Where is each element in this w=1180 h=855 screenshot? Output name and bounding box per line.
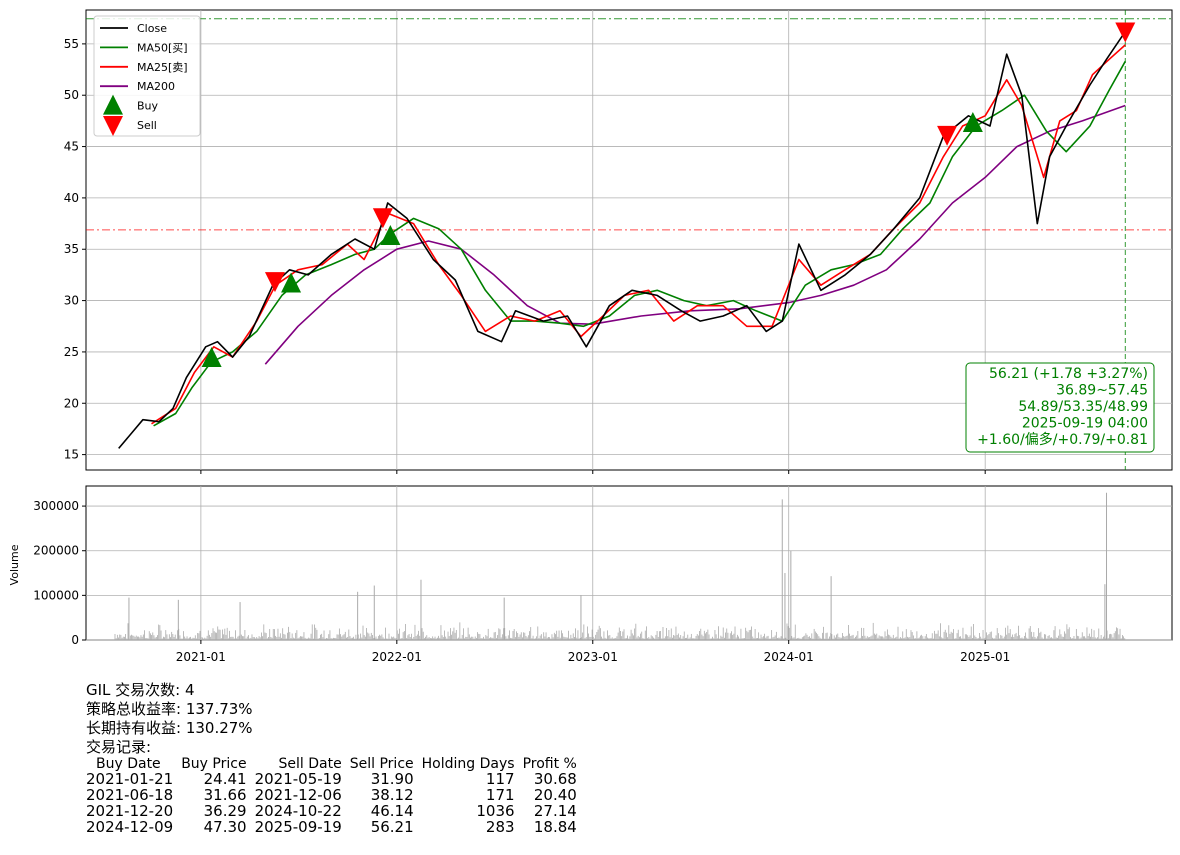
trade-cell: 30.68 [533,770,577,788]
x-tick-label: 2022-01 [372,650,422,664]
trade-cell: 27.14 [533,802,577,820]
volume-y-tick-label: 200000 [33,544,79,558]
figure: 15 20 25 30 35 40 45 50 55 Close MA50[买] MA25[卖] MA… [8,9,1173,664]
x-tick-label: 2023-01 [568,650,618,664]
price-y-tick-label: 25 [64,345,79,359]
info-box-line: 36.89~57.45 [1056,383,1148,399]
legend-swatch-buy [103,94,123,115]
legend-label: Close [137,22,167,35]
trade-cell: 2021-01-21 [86,770,174,788]
sell-marker [264,272,285,293]
trade-cell: 2021-12-06 [254,786,342,804]
report-title: GIL 交易次数: 4 [86,681,195,699]
price-y-tick-label: 15 [64,448,79,462]
sell-marker [937,125,958,146]
trade-cell: 47.30 [203,818,247,836]
x-tick-label: 2025-01 [960,650,1010,664]
buy-marker [201,346,222,367]
sell-marker [372,208,393,229]
trade-column-header: Buy Date [96,756,161,772]
legend-label: Sell [137,119,157,132]
buy-marker [962,111,983,132]
trade-column-header: Sell Date [278,756,342,772]
trade-column-header: Sell Price [349,756,414,772]
legend-label: MA25[卖] [137,61,188,74]
trade-report: GIL 交易次数: 4 策略总收益率: 137.73% 长期持有收益: 130.… [86,681,577,835]
buy-marker [380,224,401,245]
price-y-tick-label: 45 [64,140,79,154]
trade-table-header: Buy Date Buy Price Sell Date Sell Price Hold… [86,757,577,771]
price-y-tick-label: 40 [64,191,79,205]
price-y-tick-label: 50 [64,88,79,102]
trade-cell: 36.29 [203,802,247,820]
trade-cell: 56.21 [370,818,414,836]
trade-column-header: Profit % [522,756,577,772]
trade-cell: 24.41 [203,770,247,788]
legend-box [93,15,201,137]
info-box-line: +1.60/偏多/+0.79/+0.81 [977,431,1148,448]
info-box-line: 56.21 (+1.78 +3.27%) [989,366,1148,382]
report-records-label: 交易记录: [86,738,152,756]
trade-cell: 2021-12-20 [86,802,174,820]
legend-label: MA50[买] [137,41,188,54]
volume-y-tick-label: 300000 [33,499,79,513]
trade-row: 2021-06-18 31.66 2021-12-06 38.12 171 20.40 [86,787,577,803]
price-y-tick-label: 30 [64,294,79,308]
info-box: 56.21 (+1.78 +3.27%)36.89~57.4554.89/53.… [965,362,1155,453]
trade-cell: 2024-10-22 [254,802,342,820]
sell-marker [1115,22,1136,43]
trade-cell: 18.84 [533,818,577,836]
x-tick-label: 2021-01 [176,650,226,664]
legend-swatch-sell [103,116,123,136]
legend: Close MA50[买] MA25[卖] MA200 Buy Sell [93,15,201,137]
trade-cell: 20.40 [533,786,577,804]
legend-label: MA200 [137,80,175,93]
info-box-line: 54.89/53.35/48.99 [1018,399,1148,415]
trade-cell: 31.66 [203,786,247,804]
trade-cell: 2025-09-19 [254,818,342,836]
trade-column-header: Holding Days [421,756,515,772]
legend-label: Buy [137,100,159,113]
volume-panel: 0 100000 200000 300000 Volume [8,485,1173,647]
series-line-close [118,31,1126,449]
report-hold-return: 长期持有收益: 130.27% [86,719,253,737]
trade-row: 2024-12-09 47.30 2025-09-19 56.21 283 18.84 [86,819,577,835]
price-y-tick-label: 55 [64,37,79,51]
trade-row: 2021-01-21 24.41 2021-05-19 31.90 117 30.68 [86,771,577,787]
volume-y-tick-label: 100000 [33,588,79,602]
volume-axis-label: Volume [8,544,21,585]
trade-table: Buy Date Buy Price Sell Date Sell Price Hold… [86,757,577,835]
trade-column-header: Buy Price [181,756,247,772]
volume-axes-frame [85,485,1173,641]
trade-cell: 46.14 [370,802,414,820]
trade-cell: 1036 [476,802,515,820]
trade-cell: 2021-06-18 [86,786,174,804]
trade-cell: 31.90 [370,770,414,788]
buy-marker [281,272,302,293]
series-line-ma25 [151,44,1126,425]
trade-cell: 171 [485,786,515,804]
info-box-frame [965,362,1155,453]
price-y-tick-label: 20 [64,396,79,410]
info-box-line: 2025-09-19 04:00 [1022,416,1148,432]
trade-cell: 117 [485,770,515,788]
trade-cell: 2024-12-09 [86,818,174,836]
trade-cell: 283 [485,818,515,836]
trade-row: 2021-12-20 36.29 2024-10-22 46.14 1036 27.14 [86,803,577,819]
trade-cell: 2021-05-19 [254,770,342,788]
price-y-tick-label: 35 [64,242,79,256]
price-panel: 15 20 25 30 35 40 45 50 55 Close MA50[买] MA25[卖] MA… [64,9,1173,640]
report-total-return: 策略总收益率: 137.73% [86,700,253,718]
x-tick-label: 2024-01 [764,650,814,664]
trade-cell: 38.12 [370,786,414,804]
volume-y-tick-label: 0 [71,633,79,647]
